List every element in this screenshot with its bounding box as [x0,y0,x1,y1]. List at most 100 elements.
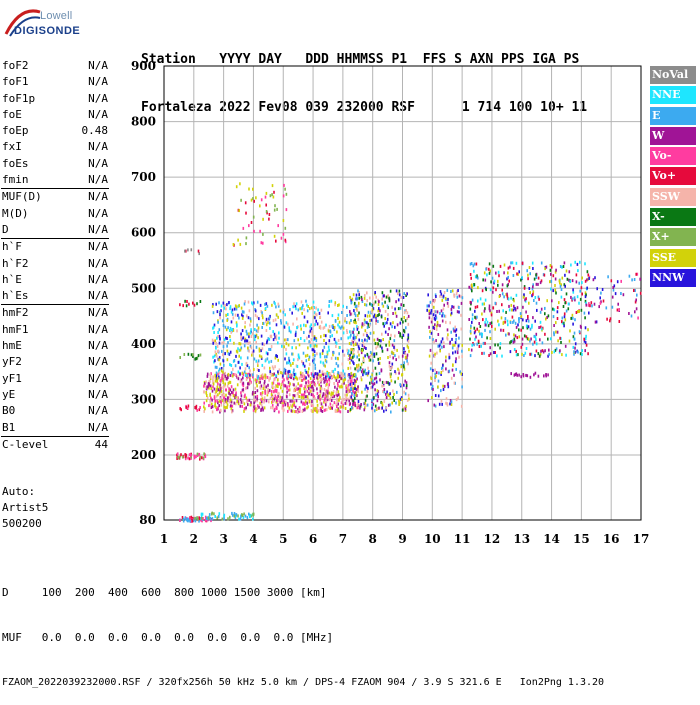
echo-point [364,401,366,405]
echo-point [235,395,237,399]
echo-point [314,354,316,358]
echo-point [584,326,587,330]
echo-point [206,374,209,378]
echo-point [489,288,492,292]
echo-point [473,326,476,330]
param-row: B1 N/A [1,420,109,436]
echo-point [337,393,340,397]
logo-swoosh-icon [4,9,41,37]
echo-point [528,301,530,305]
echo-point [347,336,349,340]
echo-point [195,357,197,360]
echo-point [369,323,371,327]
echo-point [212,341,214,345]
echo-point [333,337,336,341]
echo-point [262,232,264,236]
echo-point [435,374,437,378]
echo-point [538,297,540,301]
echo-point [268,378,270,382]
echo-point [357,317,360,321]
echo-point [306,406,308,410]
echo-point [235,349,238,353]
echo-point [440,340,443,344]
echo-point [389,367,392,371]
echo-point [258,369,260,372]
echo-point [404,379,406,383]
echo-point [256,389,259,393]
echo-point [345,386,348,390]
echo-point [311,333,313,337]
echo-point [229,329,231,332]
echo-point [473,262,476,266]
echo-point [328,383,330,387]
echo-point [325,372,328,376]
echo-point [273,208,276,212]
echo-point [563,321,565,325]
echo-point [370,303,373,307]
echo-point [473,269,475,273]
echo-point [355,342,357,346]
echo-point [239,366,241,370]
echo-point [366,373,369,377]
echo-point [276,354,278,358]
echo-point [231,390,233,394]
echo-point [271,303,273,307]
echo-point [198,516,200,520]
echo-point [252,373,254,377]
echo-point [232,367,234,371]
echo-point [287,370,289,374]
echo-point [345,396,347,400]
echo-point [374,300,377,304]
echo-point [233,514,236,518]
echo-point [350,301,353,305]
echo-point [540,307,543,311]
echo-point [269,366,271,370]
echo-point [485,323,488,327]
echo-point [282,232,285,236]
echo-point [278,368,281,372]
param-row: foEp 0.48 [1,123,109,139]
echo-point [244,374,247,377]
echo-point [345,401,348,405]
param-value: N/A [88,256,108,270]
echo-point [300,384,303,388]
echo-point [212,325,215,329]
echo-point [347,390,349,394]
echo-point [208,404,210,408]
echo-point [535,349,538,353]
echo-point [334,367,336,371]
echo-point [337,304,339,307]
echo-point [355,293,358,297]
echo-point [219,383,221,387]
echo-point [355,388,358,391]
echo-point [301,410,304,413]
echo-point [503,295,505,299]
echo-point [510,303,513,307]
echo-point [225,393,227,397]
param-value: N/A [88,75,108,89]
echo-point [241,316,244,320]
echo-point [342,405,344,409]
echo-point [426,308,428,312]
echo-point [291,373,294,377]
echo-point [320,320,323,324]
echo-point [444,296,447,300]
echo-point [368,336,371,340]
echo-point [389,337,392,341]
echo-point [407,314,410,318]
echo-point [585,343,588,347]
echo-point [343,353,346,357]
echo-point [636,272,639,276]
echo-point [528,287,531,290]
echo-point [453,329,455,333]
echo-point [212,378,214,382]
echo-point [403,390,405,394]
echo-point [516,373,518,377]
echo-point [303,408,306,412]
echo-point [361,343,364,347]
echo-point [513,348,516,351]
param-row: h`E N/A [1,272,109,288]
echo-point [303,396,306,400]
x-tick-label: 12 [484,532,501,546]
echo-point [222,359,225,363]
